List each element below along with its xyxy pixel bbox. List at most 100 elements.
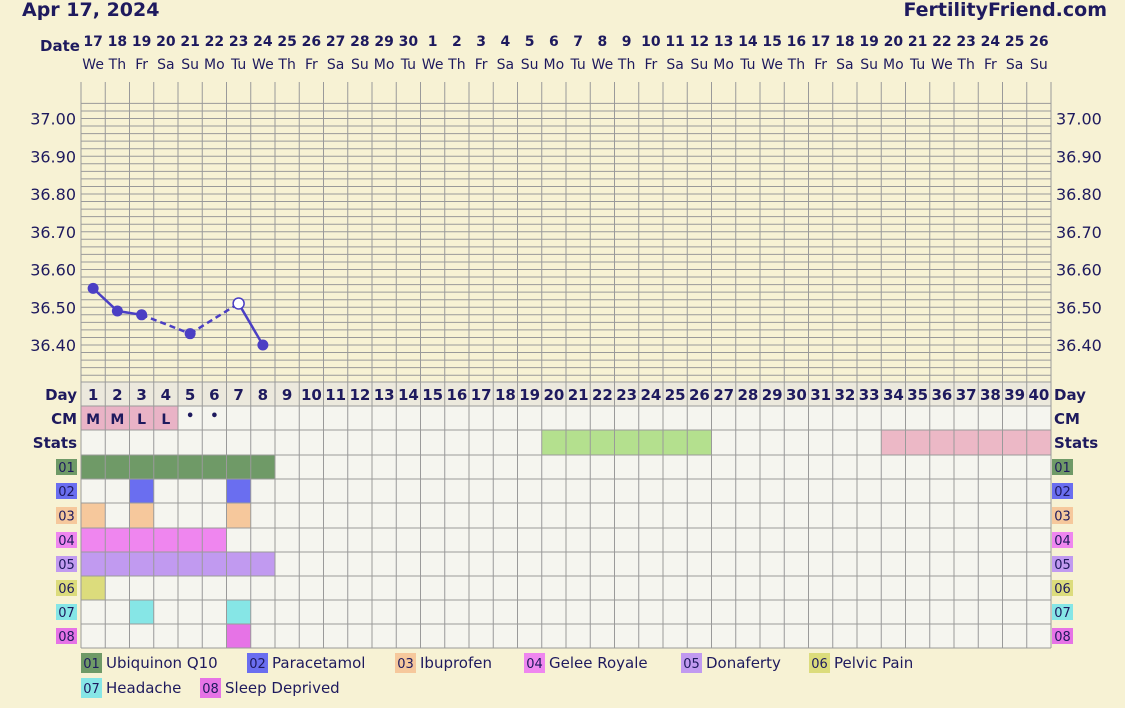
y-tick-label-right: 36.60	[1056, 261, 1102, 280]
cycle-day-number: 19	[519, 386, 540, 404]
legend-swatch	[395, 653, 416, 673]
legend-swatch	[81, 653, 102, 673]
custom-cell[interactable]	[105, 552, 130, 576]
date-number: 12	[690, 34, 709, 50]
custom-cell[interactable]	[105, 455, 130, 479]
legend-label: Paracetamol	[272, 654, 365, 672]
date-number: 23	[956, 34, 975, 50]
cycle-day-number: 21	[568, 386, 589, 404]
custom-row-code-left-badge	[56, 459, 77, 475]
cycle-day-number: 39	[1004, 386, 1025, 404]
date-number: 19	[859, 34, 878, 50]
custom-cell[interactable]	[226, 624, 251, 648]
date-number: 29	[374, 34, 393, 50]
custom-cell[interactable]	[153, 552, 178, 576]
custom-cell[interactable]	[178, 552, 203, 576]
date-number: 20	[156, 34, 176, 50]
cm-cell[interactable]	[153, 406, 178, 430]
site-name[interactable]: FertilityFriend.com	[903, 0, 1107, 21]
date-number: 25	[1005, 34, 1024, 50]
temperature-point[interactable]	[257, 339, 269, 351]
custom-row-code-right-badge	[1052, 556, 1073, 572]
cycle-day-number: 37	[956, 386, 977, 404]
custom-cell[interactable]	[250, 455, 275, 479]
cycle-day-number: 31	[810, 386, 831, 404]
custom-cell[interactable]	[153, 455, 178, 479]
custom-row-code-left-badge	[56, 628, 77, 644]
date-number: 27	[326, 34, 345, 50]
date-number: 24	[253, 34, 273, 50]
cycle-day-number: 4	[161, 386, 171, 404]
date-number: 7	[573, 34, 583, 50]
custom-row-code-right: 05	[1054, 558, 1071, 573]
stats-range[interactable]	[541, 430, 712, 455]
custom-cell[interactable]	[129, 503, 154, 528]
temperature-point[interactable]	[184, 328, 196, 340]
temperature-point[interactable]	[232, 297, 245, 310]
weekday-label: Su	[521, 57, 539, 73]
weekday-label: Fr	[984, 57, 997, 73]
legend-code: 05	[683, 657, 700, 672]
cm-cell[interactable]	[105, 406, 130, 430]
date-number: 17	[83, 34, 102, 50]
stats-range[interactable]	[881, 430, 1051, 455]
weekday-label: We	[761, 57, 783, 73]
custom-cell[interactable]	[226, 455, 251, 479]
weekday-label: We	[422, 57, 444, 73]
legend-label: Donaferty	[706, 654, 781, 672]
custom-cell[interactable]	[202, 552, 227, 576]
custom-cell[interactable]	[81, 528, 106, 552]
custom-cell[interactable]	[202, 528, 227, 552]
custom-cell[interactable]	[226, 552, 251, 576]
y-tick-label-right: 36.90	[1056, 147, 1102, 166]
custom-cell[interactable]	[178, 528, 203, 552]
date-number: 21	[908, 34, 927, 50]
day-row-label-left: Day	[45, 386, 77, 404]
weekday-label: Sa	[157, 57, 174, 73]
cm-cell[interactable]	[81, 406, 106, 430]
custom-row-code-right-badge	[1052, 483, 1073, 499]
cycle-day-number: 36	[931, 386, 952, 404]
custom-row-code-right-badge	[1052, 507, 1073, 524]
custom-cell[interactable]	[81, 576, 106, 600]
legend-code: 03	[397, 657, 414, 672]
custom-cell[interactable]	[81, 552, 106, 576]
custom-cell[interactable]	[129, 600, 154, 624]
custom-cell[interactable]	[153, 528, 178, 552]
custom-cell[interactable]	[129, 479, 154, 503]
temperature-point[interactable]	[136, 309, 148, 321]
custom-cell[interactable]	[129, 455, 154, 479]
weekday-label: Sa	[327, 57, 344, 73]
legend-swatch	[247, 653, 268, 673]
custom-cell[interactable]	[81, 455, 106, 479]
custom-cell[interactable]	[202, 455, 227, 479]
cm-cell[interactable]	[129, 406, 154, 430]
custom-cell[interactable]	[226, 479, 251, 503]
legend-code: 01	[83, 657, 100, 672]
cycle-day-number: 28	[737, 386, 758, 404]
custom-cell[interactable]	[81, 503, 106, 528]
temperature-point[interactable]	[87, 282, 99, 294]
custom-cell[interactable]	[226, 600, 251, 624]
custom-cell[interactable]	[105, 528, 130, 552]
cycle-day-number: 18	[495, 386, 516, 404]
cycle-day-number: 13	[374, 386, 395, 404]
custom-cell[interactable]	[250, 552, 275, 576]
date-number: 8	[598, 34, 608, 50]
custom-cell[interactable]	[178, 455, 203, 479]
cycle-day-number: 30	[786, 386, 807, 404]
temperature-point[interactable]	[111, 305, 123, 317]
temperature-line-segment	[237, 302, 264, 346]
date-number: 22	[205, 34, 224, 50]
custom-cell[interactable]	[226, 503, 251, 528]
weekday-label: Sa	[666, 57, 683, 73]
y-tick-label-left: 37.00	[30, 110, 76, 129]
y-tick-label-right: 36.80	[1056, 185, 1102, 204]
weekday-label: We	[931, 57, 953, 73]
y-tick-label-right: 36.70	[1056, 223, 1102, 242]
weekday-label: Su	[690, 57, 708, 73]
custom-cell[interactable]	[129, 552, 154, 576]
custom-cell[interactable]	[129, 528, 154, 552]
cycle-day-number: 24	[640, 386, 661, 404]
